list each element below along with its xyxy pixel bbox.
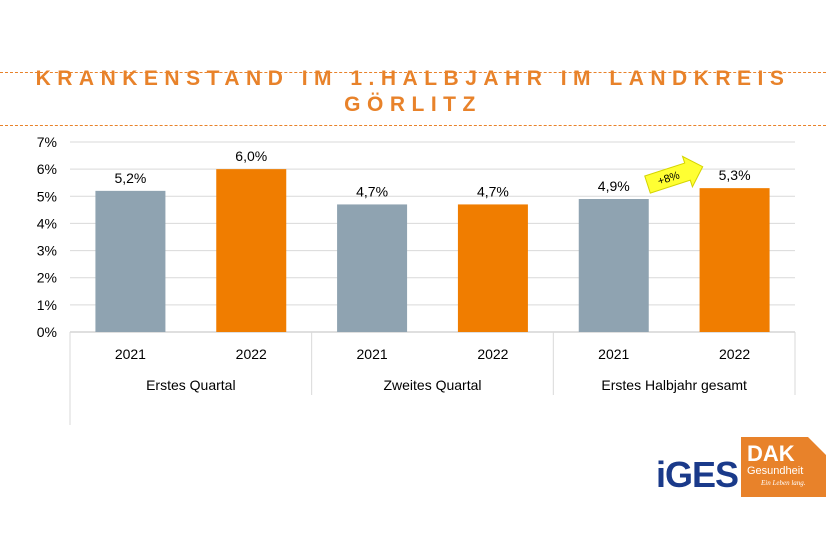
y-tick-label: 3%: [37, 243, 57, 259]
x-tick-label: 2021: [598, 346, 629, 362]
bar: [578, 199, 649, 332]
dak-logo-tagline: Ein Leben lang.: [761, 479, 806, 487]
y-tick-label: 4%: [37, 215, 57, 231]
y-tick-label: 5%: [37, 188, 57, 204]
increase-arrow-annotation: +8%: [644, 155, 704, 194]
y-tick-label: 2%: [37, 270, 57, 286]
y-tick-label: 0%: [37, 324, 57, 340]
y-tick-label: 7%: [37, 134, 57, 150]
bar: [457, 204, 528, 332]
data-label: 4,7%: [477, 183, 509, 199]
data-label: 6,0%: [235, 148, 267, 164]
title-rule-bottom: [0, 125, 826, 126]
bar: [699, 188, 770, 332]
x-tick-label: 2021: [115, 346, 146, 362]
x-tick-label: 2022: [719, 346, 750, 362]
dak-logo-corner: [808, 437, 826, 455]
title-line-2: GÖRLITZ: [344, 93, 482, 116]
x-tick-label: 2021: [357, 346, 388, 362]
dak-logo-sub: Gesundheit: [747, 465, 804, 477]
y-tick-label: 6%: [37, 161, 57, 177]
x-tick-label: 2022: [236, 346, 267, 362]
increase-arrow-icon: [644, 155, 704, 194]
data-label: 5,2%: [114, 170, 146, 186]
group-label: Erstes Quartal: [146, 377, 235, 393]
y-tick-label: 1%: [37, 297, 57, 313]
group-label: Erstes Halbjahr gesamt: [601, 377, 747, 393]
bar: [337, 204, 408, 332]
data-label: 4,7%: [356, 183, 388, 199]
iges-logo: iGES: [656, 454, 739, 495]
bar: [95, 190, 166, 332]
title-rule-top: [0, 72, 826, 73]
dak-logo-name: DAK: [747, 441, 795, 466]
dak-logo: DAK Gesundheit Ein Leben lang.: [741, 437, 826, 497]
x-tick-label: 2022: [477, 346, 508, 362]
data-label: 5,3%: [719, 167, 751, 183]
page-title: KRANKENSTAND IM 1.HALBJAHR IM LANDKREIS …: [0, 66, 826, 118]
data-label: 4,9%: [598, 178, 630, 194]
bar: [216, 169, 287, 332]
title-line-1: KRANKENSTAND IM 1.HALBJAHR IM LANDKREIS: [35, 67, 791, 90]
group-label: Zweites Quartal: [383, 377, 481, 393]
